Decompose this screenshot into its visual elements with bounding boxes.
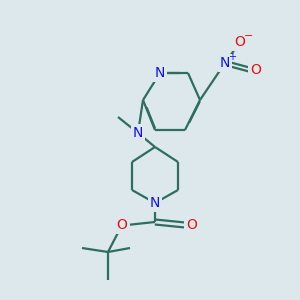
Text: O: O [117, 218, 128, 232]
Text: N: N [155, 66, 165, 80]
Text: N: N [150, 196, 160, 210]
Text: N: N [133, 126, 143, 140]
Text: O: O [187, 218, 197, 232]
Text: O: O [235, 35, 245, 49]
Text: +: + [228, 52, 236, 62]
Text: N: N [220, 56, 230, 70]
Text: O: O [250, 63, 261, 77]
Text: −: − [244, 31, 254, 41]
